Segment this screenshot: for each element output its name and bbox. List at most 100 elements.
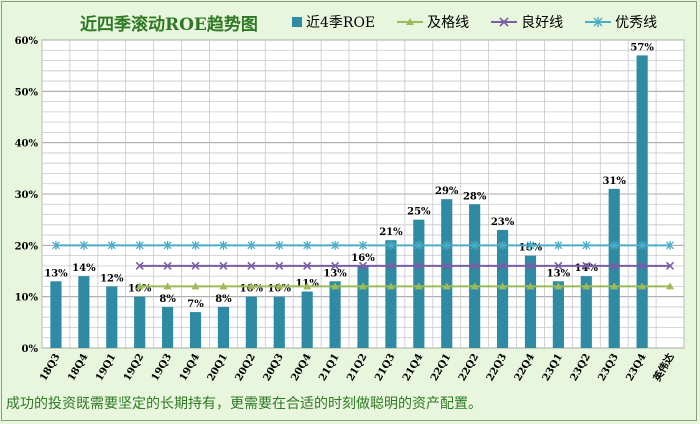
marker-triangle [359,282,367,290]
marker-x [526,261,535,270]
legend-item-roe: 近4季ROE [292,12,375,32]
x-tick-label: 19Q1 [94,352,118,383]
marker-x [275,261,284,270]
bar-20Q3 [273,296,285,348]
marker-x [414,261,423,270]
marker-triangle [386,282,395,290]
data-label: 28% [463,191,487,202]
marker-triangle [247,282,256,290]
legend-swatch-star [585,17,612,27]
x-tick-label: 19Q3 [150,352,174,383]
bar-22Q4 [524,255,537,348]
x-tick-label: 21Q1 [317,352,341,383]
legend-swatch-triangle [397,18,424,25]
x-tick-label: 18Q4 [66,352,90,383]
data-label: 23% [491,217,515,228]
y-tick-label: 20% [15,241,39,252]
legend-item-excellent: 优秀线 [585,12,657,32]
marker-x [638,261,647,270]
marker-star [163,240,172,250]
legend-label-good: 良好线 [521,15,564,31]
data-label: 21% [379,227,403,238]
x-tick-label: 23Q2 [569,352,593,383]
x-tick-label: 20Q3 [262,352,286,383]
data-label: 14% [575,263,599,274]
bar-22Q2 [469,204,481,348]
x-tick-label: 23Q1 [541,352,565,383]
data-label: 29% [435,186,459,197]
x-tick-label: 22Q1 [429,352,453,383]
marker-x [386,261,395,270]
data-label: 12% [100,273,124,284]
marker-star [135,240,144,250]
data-label: 8% [159,294,176,305]
marker-x [610,261,619,270]
x-tick-label: 23Q3 [596,352,620,383]
legend-label-pass: 及格线 [427,15,470,31]
bar-19Q1 [106,286,118,348]
y-tick-label: 10% [15,293,39,304]
marker-triangle [526,282,535,290]
data-label: 16% [351,253,375,264]
bar-20Q2 [245,296,257,348]
legend-item-pass: 及格线 [397,12,469,32]
marker-x [442,261,451,270]
y-tick-label: 40% [15,139,39,150]
marker-star [275,240,284,250]
bar-20Q4 [301,291,313,348]
marker-star [526,240,535,250]
x-tick-label: 21Q2 [345,352,369,383]
marker-x [554,261,563,270]
marker-triangle [554,282,563,290]
marker-star [247,240,256,250]
marker-triangle [331,282,340,290]
marker-star [386,240,395,250]
marker-triangle [191,282,200,290]
data-label: 13% [323,268,347,279]
data-label: 14% [72,263,96,274]
x-tick-label: 22Q2 [457,352,481,383]
marker-star [582,240,591,250]
marker-star [638,240,647,250]
marker-x [331,261,340,270]
y-tick-label: 60% [15,36,39,47]
legend-item-good: 良好线 [491,12,563,32]
legend-swatch-bar [292,17,302,27]
marker-star [331,240,340,250]
marker-x [247,261,256,270]
marker-triangle [470,282,479,290]
bar-19Q4 [189,312,202,348]
bar-20Q1 [217,306,230,348]
x-tick-label: 23Q4 [624,352,648,383]
x-tick-label: 22Q3 [485,352,509,383]
marker-triangle [498,282,507,290]
bar-19Q2 [134,296,146,348]
marker-x [303,261,312,270]
bar-18Q3 [50,281,62,348]
footnote: 成功的投资既需要坚定的长期持有，更需要在合适的时刻做聪明的资产配置。 [6,396,482,412]
bar-21Q3 [385,240,397,348]
x-tick-label: 20Q2 [234,352,258,383]
marker-x [582,261,591,270]
data-label: 8% [215,294,232,305]
bar-23Q2 [580,276,592,348]
legend-label-roe: 近4季ROE [306,15,376,31]
marker-star [219,240,228,250]
y-tick-label: 30% [15,190,39,201]
marker-triangle [638,282,647,290]
data-label: 13% [547,268,571,279]
marker-star [470,240,479,250]
x-tick-label: 20Q4 [289,352,313,383]
bar-18Q4 [78,276,90,348]
x-tick-label: 21Q4 [401,352,425,383]
marker-triangle [666,282,675,290]
marker-star [359,240,367,250]
marker-triangle [414,282,423,290]
x-tick-label: 21Q3 [373,352,397,383]
marker-x [470,261,479,270]
legend-label-excellent: 优秀线 [615,15,658,31]
marker-triangle [219,282,228,290]
marker-triangle [442,282,451,290]
